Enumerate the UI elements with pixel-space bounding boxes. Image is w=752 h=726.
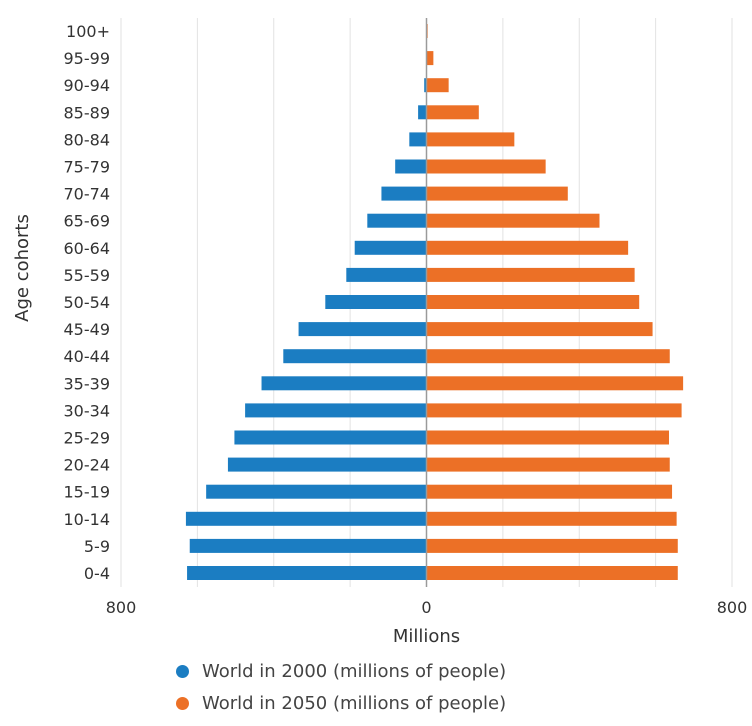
bar-2050-50-54 (426, 295, 640, 309)
bar-2000-35-39 (261, 376, 427, 391)
y-tick-label: 50-54 (64, 293, 111, 312)
bar-2050-75-79 (426, 159, 546, 174)
bar-2050-15-19 (426, 484, 673, 499)
y-tick-label: 80-84 (64, 130, 111, 149)
bar-2000-55-59 (346, 267, 427, 282)
bar-2050-65-69 (426, 213, 600, 228)
y-tick-label: 40-44 (64, 347, 111, 366)
bar-2000-40-44 (283, 349, 427, 364)
x-tick-label: 0 (421, 598, 431, 617)
bar-2000-50-54 (325, 295, 427, 309)
bar-2050-10-14 (426, 511, 677, 526)
legend-item-2050: World in 2050 (millions of people) (176, 687, 506, 719)
bar-2050-85-89 (426, 105, 479, 120)
bar-2050-25-29 (426, 430, 669, 445)
legend: World in 2000 (millions of people) World… (176, 655, 506, 719)
y-tick-label: 100+ (66, 22, 110, 41)
y-tick-label: 90-94 (64, 76, 111, 95)
y-tick-label: 85-89 (64, 103, 111, 122)
bar-2050-70-74 (426, 186, 568, 201)
legend-marker-2050 (176, 696, 189, 710)
y-tick-label: 35-39 (64, 374, 111, 393)
y-tick-label: 75-79 (64, 158, 111, 177)
y-tick-label: 20-24 (64, 456, 111, 475)
y-tick-label: 70-74 (64, 185, 111, 204)
x-tick-label: 800 (717, 598, 748, 617)
bar-2050-5-9 (426, 538, 678, 553)
bar-2050-90-94 (426, 78, 449, 93)
bar-2050-60-64 (426, 240, 629, 255)
legend-label-2000: World in 2000 (millions of people) (202, 660, 507, 682)
bar-2050-0-4 (426, 566, 678, 580)
bar-2050-30-34 (426, 403, 682, 418)
y-tick-label: 60-64 (64, 239, 111, 258)
y-tick-label: 10-14 (64, 510, 111, 529)
bars (185, 24, 684, 580)
bar-2000-45-49 (298, 322, 427, 337)
x-axis-title: Millions (393, 626, 460, 647)
legend-item-2000: World in 2000 (millions of people) (176, 655, 506, 687)
population-pyramid-chart: 100+ 95-99 90-94 85-89 80-84 75-79 70-74 65-69 6… (12, 18, 748, 647)
bar-2050-20-24 (426, 457, 670, 472)
bar-2000-60-64 (354, 240, 427, 255)
y-tick-label: 25-29 (64, 429, 111, 448)
bar-2000-90-94 (424, 78, 427, 93)
y-tick-label: 55-59 (64, 266, 111, 285)
bar-2000-5-9 (189, 538, 427, 553)
y-tick-label: 65-69 (64, 212, 111, 231)
bar-2000-15-19 (206, 484, 427, 499)
bar-2000-75-79 (395, 159, 427, 174)
bar-2050-95-99 (426, 51, 434, 66)
legend-label-2050: World in 2050 (millions of people) (202, 692, 507, 714)
bar-2000-0-4 (187, 566, 427, 580)
bar-2050-55-59 (426, 267, 635, 282)
x-tick-label: 800 (106, 598, 137, 617)
bar-2050-80-84 (426, 132, 515, 147)
bar-2050-45-49 (426, 322, 653, 337)
y-axis-title: Age cohorts (12, 214, 33, 322)
bar-2000-20-24 (227, 457, 427, 472)
bar-2000-30-34 (245, 403, 427, 418)
bar-2000-25-29 (234, 430, 427, 445)
y-tick-label: 0-4 (84, 564, 110, 583)
y-tick-labels: 100+ 95-99 90-94 85-89 80-84 75-79 70-74 65-69 6… (64, 22, 111, 583)
bar-2000-85-89 (418, 105, 427, 120)
bar-2000-70-74 (381, 186, 427, 201)
bar-2000-80-84 (409, 132, 427, 147)
x-tick-labels: 800 0 800 (106, 598, 748, 617)
bar-2050-35-39 (426, 376, 684, 391)
bar-2000-10-14 (185, 511, 427, 526)
legend-marker-2000 (176, 664, 189, 678)
bar-2000-65-69 (367, 213, 427, 228)
y-tick-label: 95-99 (64, 49, 111, 68)
y-tick-label: 5-9 (84, 537, 110, 556)
y-tick-label: 30-34 (64, 401, 111, 420)
y-tick-label: 15-19 (64, 483, 111, 502)
bar-2050-40-44 (426, 349, 670, 364)
y-tick-label: 45-49 (64, 320, 111, 339)
